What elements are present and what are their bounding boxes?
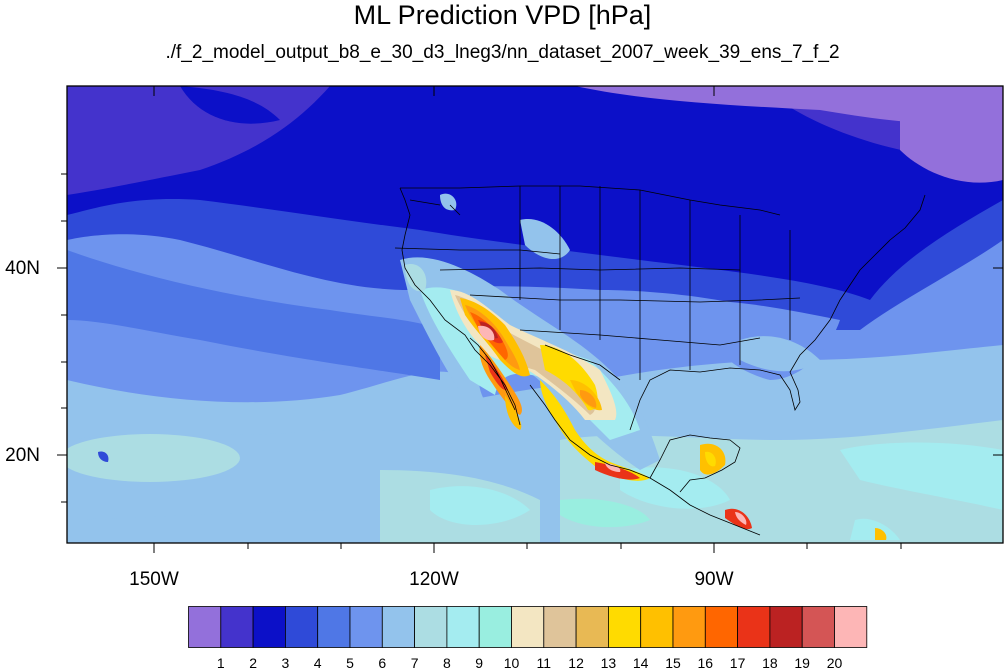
colorbar-swatch-19: [801, 606, 835, 648]
vpd-field: [67, 86, 1003, 543]
colorbar-swatch-17: [737, 606, 771, 648]
colorbar-label: 17: [729, 655, 746, 671]
colorbar-swatch-11: [543, 606, 577, 648]
colorbar-swatch-12: [575, 606, 609, 648]
colorbar-swatch-4: [317, 606, 351, 648]
colorbar-label: 19: [794, 655, 810, 671]
colorbar-label: 8: [442, 655, 451, 671]
colorbar-label: 3: [281, 655, 290, 671]
colorbar-label: 7: [410, 655, 419, 671]
colorbar-swatch-7: [414, 606, 448, 648]
colorbar: [188, 606, 868, 648]
colorbar-label: 9: [475, 655, 484, 671]
colorbar-swatch-15: [672, 606, 706, 648]
colorbar-label: 12: [568, 655, 584, 671]
colorbar-label: 14: [632, 655, 649, 671]
lon-label-90w: 90W: [694, 569, 734, 590]
colorbar-swatch-2: [252, 606, 286, 648]
colorbar-swatch-10: [511, 606, 545, 648]
colorbar-swatch-18: [769, 606, 803, 648]
colorbar-swatch-9: [478, 606, 512, 648]
colorbar-label: 2: [249, 655, 257, 671]
colorbar-swatch-5: [349, 606, 383, 648]
colorbar-label: 15: [665, 655, 681, 671]
colorbar-label: 6: [378, 655, 387, 671]
axis-ticks: [57, 86, 1003, 553]
colorbar-label: 18: [762, 655, 778, 671]
colorbar-label: 16: [697, 655, 714, 671]
colorbar-swatch-1: [220, 606, 254, 648]
colorbar-swatch-16: [704, 606, 738, 648]
colorbar-label: 13: [600, 655, 617, 671]
colorbar-swatch-6: [381, 606, 416, 648]
lat-label-20n: 20N: [5, 445, 40, 466]
lon-label-120w: 120W: [409, 569, 459, 590]
colorbar-label: 4: [313, 655, 322, 671]
colorbar-swatch-13: [607, 606, 642, 648]
coastlines: [394, 185, 926, 536]
colorbar-swatch-3: [285, 606, 319, 648]
colorbar-swatch-14: [640, 606, 674, 648]
colorbar-label: 1: [216, 655, 225, 671]
lon-label-150w: 150W: [129, 569, 179, 590]
colorbar-label: 20: [826, 655, 843, 671]
vpd-map: [57, 85, 1004, 553]
chart-title: ML Prediction VPD [hPa]: [353, 0, 652, 30]
colorbar-label: 11: [536, 655, 552, 671]
colorbar-label: 5: [346, 655, 354, 671]
lat-label-40n: 40N: [5, 258, 40, 279]
chart-subtitle: ./f_2_model_output_b8_e_30_d3_lneg3/nn_d…: [165, 42, 840, 63]
colorbar-label: 10: [503, 655, 520, 671]
colorbar-swatch-8: [446, 606, 480, 648]
colorbar-swatch-0: [188, 606, 222, 648]
colorbar-swatch-20: [834, 606, 868, 648]
